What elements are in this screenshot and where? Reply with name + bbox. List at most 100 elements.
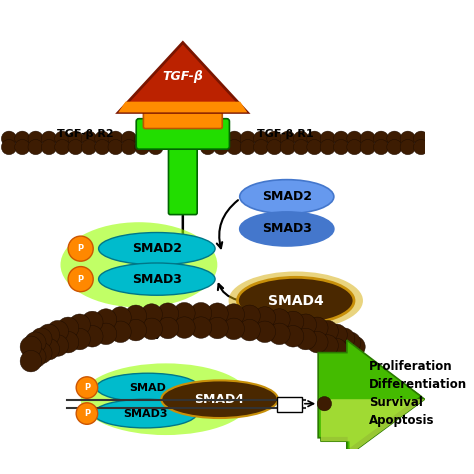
Circle shape bbox=[360, 131, 375, 146]
Circle shape bbox=[1, 131, 17, 146]
Circle shape bbox=[82, 131, 97, 146]
Text: TGF-β: TGF-β bbox=[163, 70, 203, 83]
Ellipse shape bbox=[240, 212, 334, 246]
Text: SMAD2: SMAD2 bbox=[132, 242, 182, 255]
FancyBboxPatch shape bbox=[168, 139, 197, 215]
Polygon shape bbox=[321, 344, 425, 455]
Circle shape bbox=[334, 139, 349, 155]
Text: Apoptosis: Apoptosis bbox=[369, 414, 435, 427]
Circle shape bbox=[387, 131, 402, 146]
Text: Differentiation: Differentiation bbox=[369, 378, 467, 392]
Circle shape bbox=[240, 131, 255, 146]
Text: P: P bbox=[84, 383, 90, 392]
Circle shape bbox=[141, 304, 163, 325]
Circle shape bbox=[254, 321, 275, 343]
Circle shape bbox=[57, 317, 79, 338]
Circle shape bbox=[283, 311, 304, 333]
Circle shape bbox=[41, 139, 56, 155]
Circle shape bbox=[254, 131, 269, 146]
Circle shape bbox=[413, 139, 428, 155]
Polygon shape bbox=[118, 102, 247, 112]
Text: P: P bbox=[78, 274, 84, 283]
Text: TGF-β R1: TGF-β R1 bbox=[257, 129, 313, 139]
Circle shape bbox=[374, 131, 389, 146]
FancyBboxPatch shape bbox=[144, 109, 222, 128]
Circle shape bbox=[121, 139, 137, 155]
Circle shape bbox=[320, 131, 336, 146]
Ellipse shape bbox=[237, 277, 354, 324]
Circle shape bbox=[334, 131, 349, 146]
Circle shape bbox=[295, 314, 317, 336]
Circle shape bbox=[213, 139, 229, 155]
Circle shape bbox=[280, 131, 295, 146]
Circle shape bbox=[125, 319, 146, 341]
Circle shape bbox=[68, 236, 93, 261]
Circle shape bbox=[239, 319, 260, 341]
FancyBboxPatch shape bbox=[277, 397, 302, 412]
Circle shape bbox=[223, 318, 245, 339]
Circle shape bbox=[135, 131, 150, 146]
Text: P: P bbox=[78, 244, 84, 253]
Circle shape bbox=[295, 328, 317, 350]
Circle shape bbox=[28, 139, 43, 155]
Circle shape bbox=[95, 131, 110, 146]
Circle shape bbox=[157, 303, 179, 324]
Circle shape bbox=[47, 320, 69, 342]
Text: SMAD3: SMAD3 bbox=[262, 222, 312, 236]
Circle shape bbox=[82, 326, 103, 347]
Ellipse shape bbox=[240, 180, 334, 214]
Circle shape bbox=[239, 305, 260, 327]
Ellipse shape bbox=[94, 399, 197, 428]
Circle shape bbox=[110, 307, 131, 328]
Circle shape bbox=[190, 302, 212, 324]
Circle shape bbox=[207, 303, 228, 324]
Circle shape bbox=[190, 317, 212, 338]
Circle shape bbox=[326, 338, 347, 360]
Ellipse shape bbox=[161, 381, 278, 418]
Circle shape bbox=[317, 397, 332, 411]
Circle shape bbox=[55, 131, 70, 146]
Circle shape bbox=[200, 139, 215, 155]
Circle shape bbox=[400, 139, 415, 155]
FancyBboxPatch shape bbox=[136, 118, 229, 149]
Circle shape bbox=[69, 314, 91, 336]
Circle shape bbox=[135, 139, 150, 155]
Ellipse shape bbox=[96, 373, 200, 402]
Text: Survival: Survival bbox=[369, 396, 423, 409]
Circle shape bbox=[269, 323, 290, 345]
Circle shape bbox=[68, 266, 93, 292]
Ellipse shape bbox=[81, 364, 251, 435]
Circle shape bbox=[82, 139, 97, 155]
Polygon shape bbox=[318, 340, 421, 451]
Circle shape bbox=[95, 309, 117, 330]
Circle shape bbox=[333, 342, 355, 364]
Circle shape bbox=[400, 131, 415, 146]
Circle shape bbox=[413, 131, 428, 146]
Circle shape bbox=[108, 139, 123, 155]
Circle shape bbox=[320, 139, 336, 155]
Polygon shape bbox=[118, 43, 247, 112]
Circle shape bbox=[200, 131, 215, 146]
Circle shape bbox=[148, 139, 163, 155]
Circle shape bbox=[347, 139, 362, 155]
Circle shape bbox=[95, 323, 117, 345]
Circle shape bbox=[267, 131, 282, 146]
Circle shape bbox=[307, 139, 322, 155]
Circle shape bbox=[82, 311, 103, 333]
Circle shape bbox=[15, 131, 30, 146]
Circle shape bbox=[307, 131, 322, 146]
Circle shape bbox=[293, 131, 309, 146]
Circle shape bbox=[213, 131, 229, 146]
Text: SMAD3: SMAD3 bbox=[123, 409, 167, 419]
Circle shape bbox=[227, 139, 242, 155]
Polygon shape bbox=[321, 399, 425, 455]
Circle shape bbox=[223, 304, 245, 325]
Circle shape bbox=[344, 350, 365, 372]
Ellipse shape bbox=[61, 222, 218, 307]
Circle shape bbox=[47, 335, 69, 356]
Circle shape bbox=[307, 331, 328, 353]
Circle shape bbox=[240, 139, 255, 155]
Circle shape bbox=[38, 324, 60, 346]
Circle shape bbox=[108, 131, 123, 146]
Circle shape bbox=[267, 139, 282, 155]
